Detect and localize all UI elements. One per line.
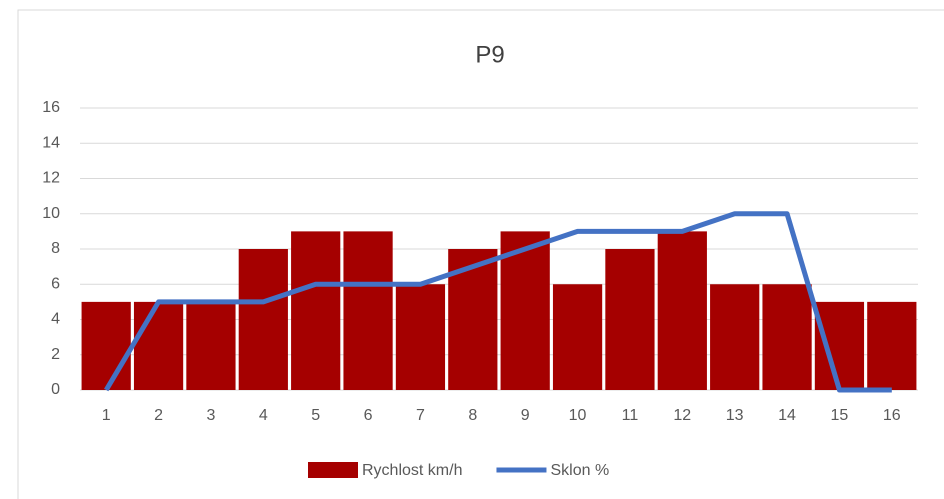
bar xyxy=(81,301,131,390)
x-tick-label: 8 xyxy=(468,407,477,424)
legend-swatch xyxy=(308,462,358,478)
y-tick-label: 0 xyxy=(51,381,60,398)
bar xyxy=(605,249,655,390)
x-tick-label: 16 xyxy=(883,407,901,424)
line xyxy=(104,211,892,393)
x-tick-label: 2 xyxy=(154,407,163,424)
bar xyxy=(657,231,707,390)
bar xyxy=(291,231,341,390)
bar xyxy=(762,284,812,390)
x-tick-label: 11 xyxy=(622,407,639,424)
bar xyxy=(186,301,236,390)
legend-label: Rychlost km/h xyxy=(362,462,462,479)
y-tick-label: 8 xyxy=(51,240,60,257)
bar xyxy=(500,231,550,390)
y-tick-label: 10 xyxy=(42,205,60,222)
x-tick-label: 12 xyxy=(673,407,691,424)
x-tick-label: 6 xyxy=(364,407,373,424)
bar xyxy=(238,249,288,390)
x-tick-label: 15 xyxy=(831,407,849,424)
x-tick-label: 9 xyxy=(521,407,530,424)
y-tick-label: 2 xyxy=(51,346,60,363)
bar xyxy=(343,231,393,390)
y-tick-label: 12 xyxy=(42,170,60,187)
chart-title: P9 xyxy=(475,41,504,68)
x-tick-label: 14 xyxy=(778,407,796,424)
x-tick-label: 10 xyxy=(569,407,587,424)
bar xyxy=(867,301,917,390)
x-tick-label: 5 xyxy=(311,407,320,424)
y-tick-label: 4 xyxy=(51,311,60,328)
x-tick-label: 13 xyxy=(726,407,744,424)
x-tick-label: 1 xyxy=(102,407,111,424)
y-tick-label: 14 xyxy=(42,134,60,151)
bar xyxy=(552,284,603,390)
bar xyxy=(814,301,865,390)
x-tick-label: 4 xyxy=(259,407,268,424)
bar xyxy=(710,284,760,390)
bar xyxy=(395,284,446,390)
legend-label: Sklon % xyxy=(550,462,609,479)
y-tick-label: 16 xyxy=(42,99,60,116)
x-tick-label: 3 xyxy=(206,407,215,424)
y-tick-label: 6 xyxy=(51,275,60,292)
bar xyxy=(133,301,184,390)
x-tick-label: 7 xyxy=(416,407,425,424)
